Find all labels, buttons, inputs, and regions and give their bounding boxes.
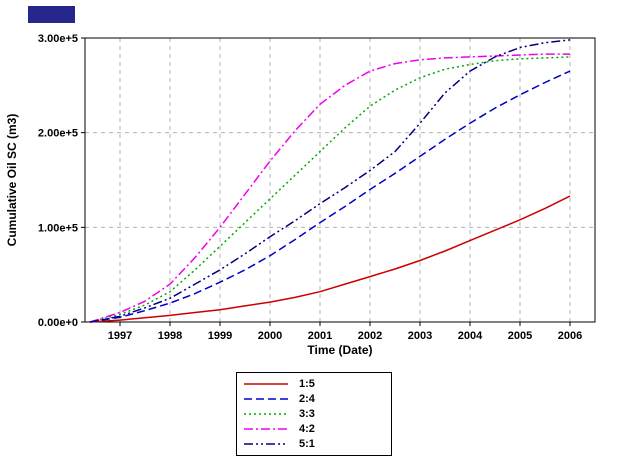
- legend-item: 5:1: [243, 436, 385, 451]
- legend-label: 1:5: [299, 377, 315, 390]
- x-tick-label: 2001: [308, 330, 332, 342]
- x-tick-label: 2004: [458, 330, 483, 342]
- x-tick-label: 2000: [258, 330, 282, 342]
- x-tick-label: 1999: [208, 330, 232, 342]
- grid-layer: [85, 38, 595, 322]
- tick-layer: 1997 1998 1999 2000 2001 2002 2003 2004 2005 2006…: [38, 33, 582, 342]
- legend-rows: 1:5 2:4 3:3 4:2 5:1: [243, 376, 385, 451]
- corner-accent-box: [28, 6, 75, 23]
- y-tick-label: 0.00e+0: [38, 317, 78, 329]
- x-tick-label: 1997: [108, 330, 132, 342]
- legend-item: 1:5: [243, 376, 385, 391]
- series-line-2-4: [89, 70, 571, 323]
- legend-line-sample: [244, 382, 288, 385]
- x-tick-label: 2002: [358, 330, 382, 342]
- x-tick-label: 2005: [508, 330, 532, 342]
- x-axis-title: Time (Date): [307, 343, 372, 357]
- y-tick-label: 3.00e+5: [38, 33, 78, 45]
- y-tick-label: 1.00e+5: [38, 222, 78, 234]
- legend-item: 4:2: [243, 421, 385, 436]
- legend-item: 3:3: [243, 406, 385, 421]
- series-line-3-3: [89, 56, 571, 323]
- series-line-1-5: [89, 195, 571, 323]
- legend-line-sample: [244, 427, 288, 430]
- y-axis-title: Cumulative Oil SC (m3): [5, 114, 19, 247]
- x-tick-label: 2006: [558, 330, 582, 342]
- legend-line-sample: [244, 412, 288, 415]
- x-tick-label: 2003: [408, 330, 432, 342]
- legend-label: 3:3: [299, 407, 315, 420]
- series-layer: [89, 39, 571, 323]
- legend-label: 4:2: [299, 422, 315, 435]
- plot-border: [84, 37, 596, 323]
- x-tick-label: 1998: [158, 330, 182, 342]
- legend-line-sample: [244, 397, 288, 400]
- legend-label: 2:4: [299, 392, 315, 405]
- legend-item: 2:4: [243, 391, 385, 406]
- legend-line-sample: [244, 442, 288, 445]
- series-line-4-2: [89, 53, 570, 323]
- chart-legend: 1:5 2:4 3:3 4:2 5:1: [236, 372, 392, 456]
- y-tick-label: 2.00e+5: [38, 128, 78, 140]
- series-line-5-1: [89, 39, 571, 323]
- legend-label: 5:1: [299, 437, 315, 450]
